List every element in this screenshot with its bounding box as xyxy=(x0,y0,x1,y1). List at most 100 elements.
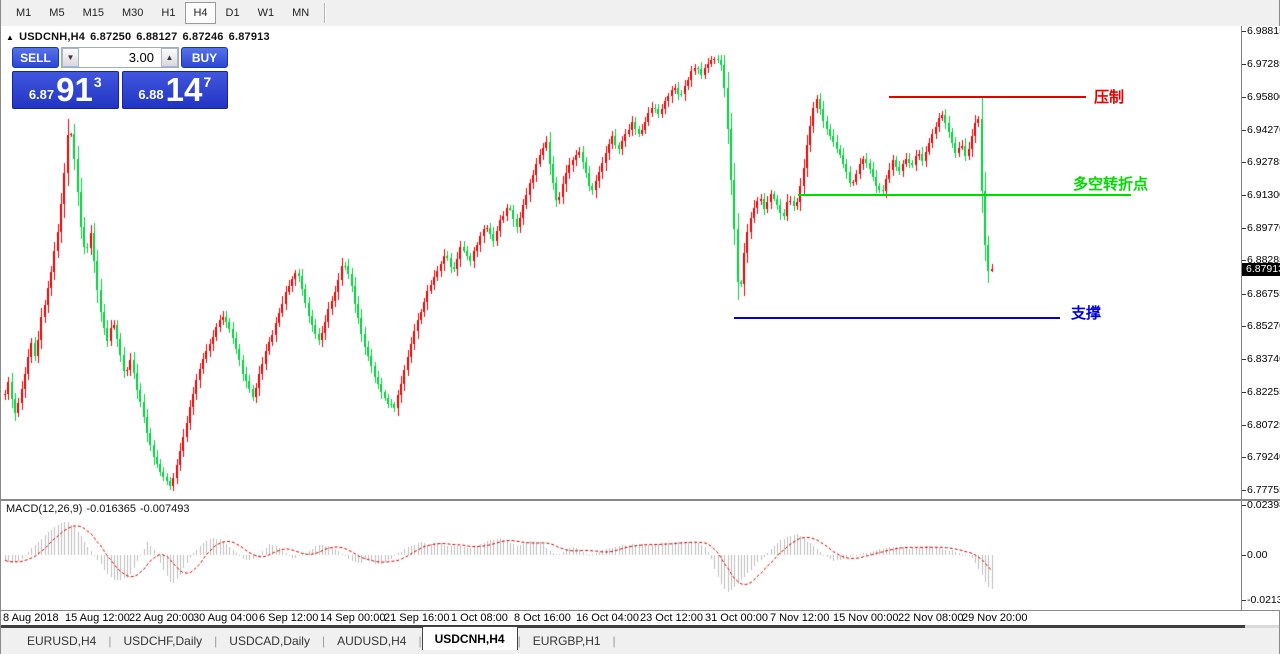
timeframe-button-m15[interactable]: M15 xyxy=(82,7,104,19)
macd-axis-label: -0.02137 xyxy=(1247,594,1280,606)
time-axis-label: 7 Nov 12:00 xyxy=(770,612,830,624)
tab-separator: | xyxy=(517,634,521,648)
price-axis-tick xyxy=(1242,195,1246,196)
horizontal-scrollbar[interactable] xyxy=(1,625,1279,628)
price-axis-label: 6.86755 xyxy=(1247,288,1280,300)
buy-price-box[interactable]: 6.88 14 7 xyxy=(121,71,228,109)
price-axis-label: 6.77755 xyxy=(1247,484,1280,496)
price-axis-label: 6.92785 xyxy=(1247,156,1280,168)
resistance-line[interactable] xyxy=(889,96,1086,98)
price-axis-label: 6.83740 xyxy=(1247,353,1280,365)
price-axis-label: 6.95800 xyxy=(1247,91,1280,103)
time-axis-label: 14 Sep 00:00 xyxy=(320,612,386,624)
buy-price-pipette: 7 xyxy=(203,74,212,90)
time-axis-label: 31 Oct 00:00 xyxy=(705,612,768,624)
sell-button[interactable]: SELL xyxy=(12,47,59,68)
price-axis-label: 6.94270 xyxy=(1247,124,1280,136)
timeframe-button-m1[interactable]: M1 xyxy=(16,7,32,19)
macd-panel: MACD(12,26,9)-0.016365-0.007493 0.023980… xyxy=(1,499,1280,611)
price-axis-label: 6.79240 xyxy=(1247,451,1280,463)
time-axis-label: 15 Nov 00:00 xyxy=(833,612,899,624)
macd-canvas[interactable] xyxy=(1,501,1241,610)
macd-signal-value: -0.007493 xyxy=(139,503,190,515)
chart-title-symbol: USDCNH,H4 xyxy=(19,31,86,43)
price-axis-tick xyxy=(1242,64,1246,65)
trade-prices-row: 6.87 91 3 6.88 14 7 xyxy=(12,71,228,109)
price-axis-tick xyxy=(1242,359,1246,360)
chart-title-low: 6.87246 xyxy=(182,31,224,43)
toolbar-separator xyxy=(324,3,327,23)
macd-main-value: -0.016365 xyxy=(86,503,136,515)
trade-panel-toggle-icon[interactable]: ▲ xyxy=(6,32,15,42)
sell-price-bigfigure: 6.87 xyxy=(28,87,55,102)
macd-axis-tick xyxy=(1242,555,1246,556)
timeframe-button-w1[interactable]: W1 xyxy=(257,7,275,19)
support-line[interactable] xyxy=(734,317,1060,319)
time-axis-label: 23 Oct 12:00 xyxy=(640,612,703,624)
time-axis-label: 8 Oct 16:00 xyxy=(514,612,571,624)
tab-separator: | xyxy=(612,634,616,648)
buy-price-pips: 14 xyxy=(165,71,203,108)
price-axis-label: 6.89770 xyxy=(1247,222,1280,234)
chevron-down-icon: ▼ xyxy=(66,53,75,62)
price-axis-tick xyxy=(1242,457,1246,458)
sell-price-box[interactable]: 6.87 91 3 xyxy=(12,71,119,109)
chart-tab-audusd-h4[interactable]: AUDUSD,H4 xyxy=(337,634,407,648)
price-axis-label: 6.91300 xyxy=(1247,189,1280,201)
trade-controls-row: SELL ▼ 3.00 ▲ BUY xyxy=(12,47,228,68)
time-axis-label: 1 Oct 08:00 xyxy=(451,612,508,624)
time-axis-label: 22 Nov 08:00 xyxy=(898,612,964,624)
time-axis-label: 16 Oct 04:00 xyxy=(576,612,639,624)
volume-decrease-button[interactable]: ▼ xyxy=(62,48,79,67)
timeframe-button-mn[interactable]: MN xyxy=(292,7,310,19)
chart-title-open: 6.87250 xyxy=(90,31,132,43)
timeframe-button-h4[interactable]: H4 xyxy=(185,2,216,24)
price-axis-tick xyxy=(1242,260,1246,261)
chart-tab-usdchf-daily[interactable]: USDCHF,Daily xyxy=(123,634,203,648)
price-chart-panel: ▲ USDCNH,H4 6.87250 6.88127 6.87246 6.87… xyxy=(1,26,1280,499)
price-axis-label: 6.97285 xyxy=(1247,58,1280,70)
one-click-trading-widget: SELL ▼ 3.00 ▲ BUY 6.87 91 3 6.88 14 7 xyxy=(12,47,228,109)
price-axis-tick xyxy=(1242,97,1246,98)
macd-axis: 0.02398 0.00 -0.02137 xyxy=(1241,501,1280,610)
pivot-label[interactable]: 多空转折点 xyxy=(1073,175,1149,193)
price-axis-label: 6.80725 xyxy=(1247,419,1280,431)
resistance-label[interactable]: 压制 xyxy=(1094,88,1125,106)
time-axis[interactable]: 8 Aug 2018 15 Aug 12:00 22 Aug 20:00 30 Aug… xyxy=(1,611,1279,625)
macd-axis-label: 0.02398 xyxy=(1247,501,1280,511)
timeframe-button-d1[interactable]: D1 xyxy=(225,7,240,19)
timeframe-button-m5[interactable]: M5 xyxy=(49,7,65,19)
volume-increase-button[interactable]: ▲ xyxy=(161,48,178,67)
price-axis-tick xyxy=(1242,130,1246,131)
timeframe-button-m30[interactable]: M30 xyxy=(121,7,144,19)
timeframe-button-h1[interactable]: H1 xyxy=(161,7,176,19)
macd-axis-label: 0.00 xyxy=(1247,549,1268,561)
price-axis-tick xyxy=(1242,490,1246,491)
sell-price-pips: 91 xyxy=(56,71,93,108)
tab-separator: | xyxy=(321,634,326,648)
buy-button[interactable]: BUY xyxy=(181,47,228,68)
chart-tab-eurusd-h4[interactable]: EURUSD,H4 xyxy=(27,634,97,648)
price-axis-tick xyxy=(1242,294,1246,295)
volume-input[interactable]: 3.00 xyxy=(79,48,161,67)
time-axis-label: 22 Aug 20:00 xyxy=(129,612,194,624)
scrollbar-thumb[interactable] xyxy=(1,625,1245,628)
chart-tab-usdcnh-h4[interactable]: USDCNH,H4 xyxy=(421,626,518,650)
support-label[interactable]: 支撑 xyxy=(1071,304,1102,322)
pivot-line[interactable] xyxy=(798,194,1131,196)
price-axis-tick xyxy=(1242,31,1246,32)
timeframe-toolbar: M1 M5 M15 M30 H1 H4 D1 W1 MN xyxy=(1,0,1279,27)
chevron-up-icon: ▲ xyxy=(165,53,174,62)
time-axis-label: 15 Aug 12:00 xyxy=(65,612,130,624)
chart-tab-usdcad-daily[interactable]: USDCAD,Daily xyxy=(229,634,310,648)
macd-indicator-label: MACD(12,26,9) -0.016365 -0.007493 xyxy=(6,503,194,515)
price-axis-tick xyxy=(1242,425,1246,426)
price-axis-label: 6.98815 xyxy=(1247,26,1280,37)
chart-title: ▲ USDCNH,H4 6.87250 6.88127 6.87246 6.87… xyxy=(6,31,270,43)
macd-axis-tick xyxy=(1242,505,1246,506)
price-axis-tick xyxy=(1242,392,1246,393)
sell-price-pipette: 3 xyxy=(93,74,102,90)
price-axis[interactable]: 6.98815 6.97285 6.95800 6.94270 6.92785 6.913… xyxy=(1241,26,1280,499)
chart-tab-eurgbp-h1[interactable]: EURGBP,H1 xyxy=(532,634,601,648)
